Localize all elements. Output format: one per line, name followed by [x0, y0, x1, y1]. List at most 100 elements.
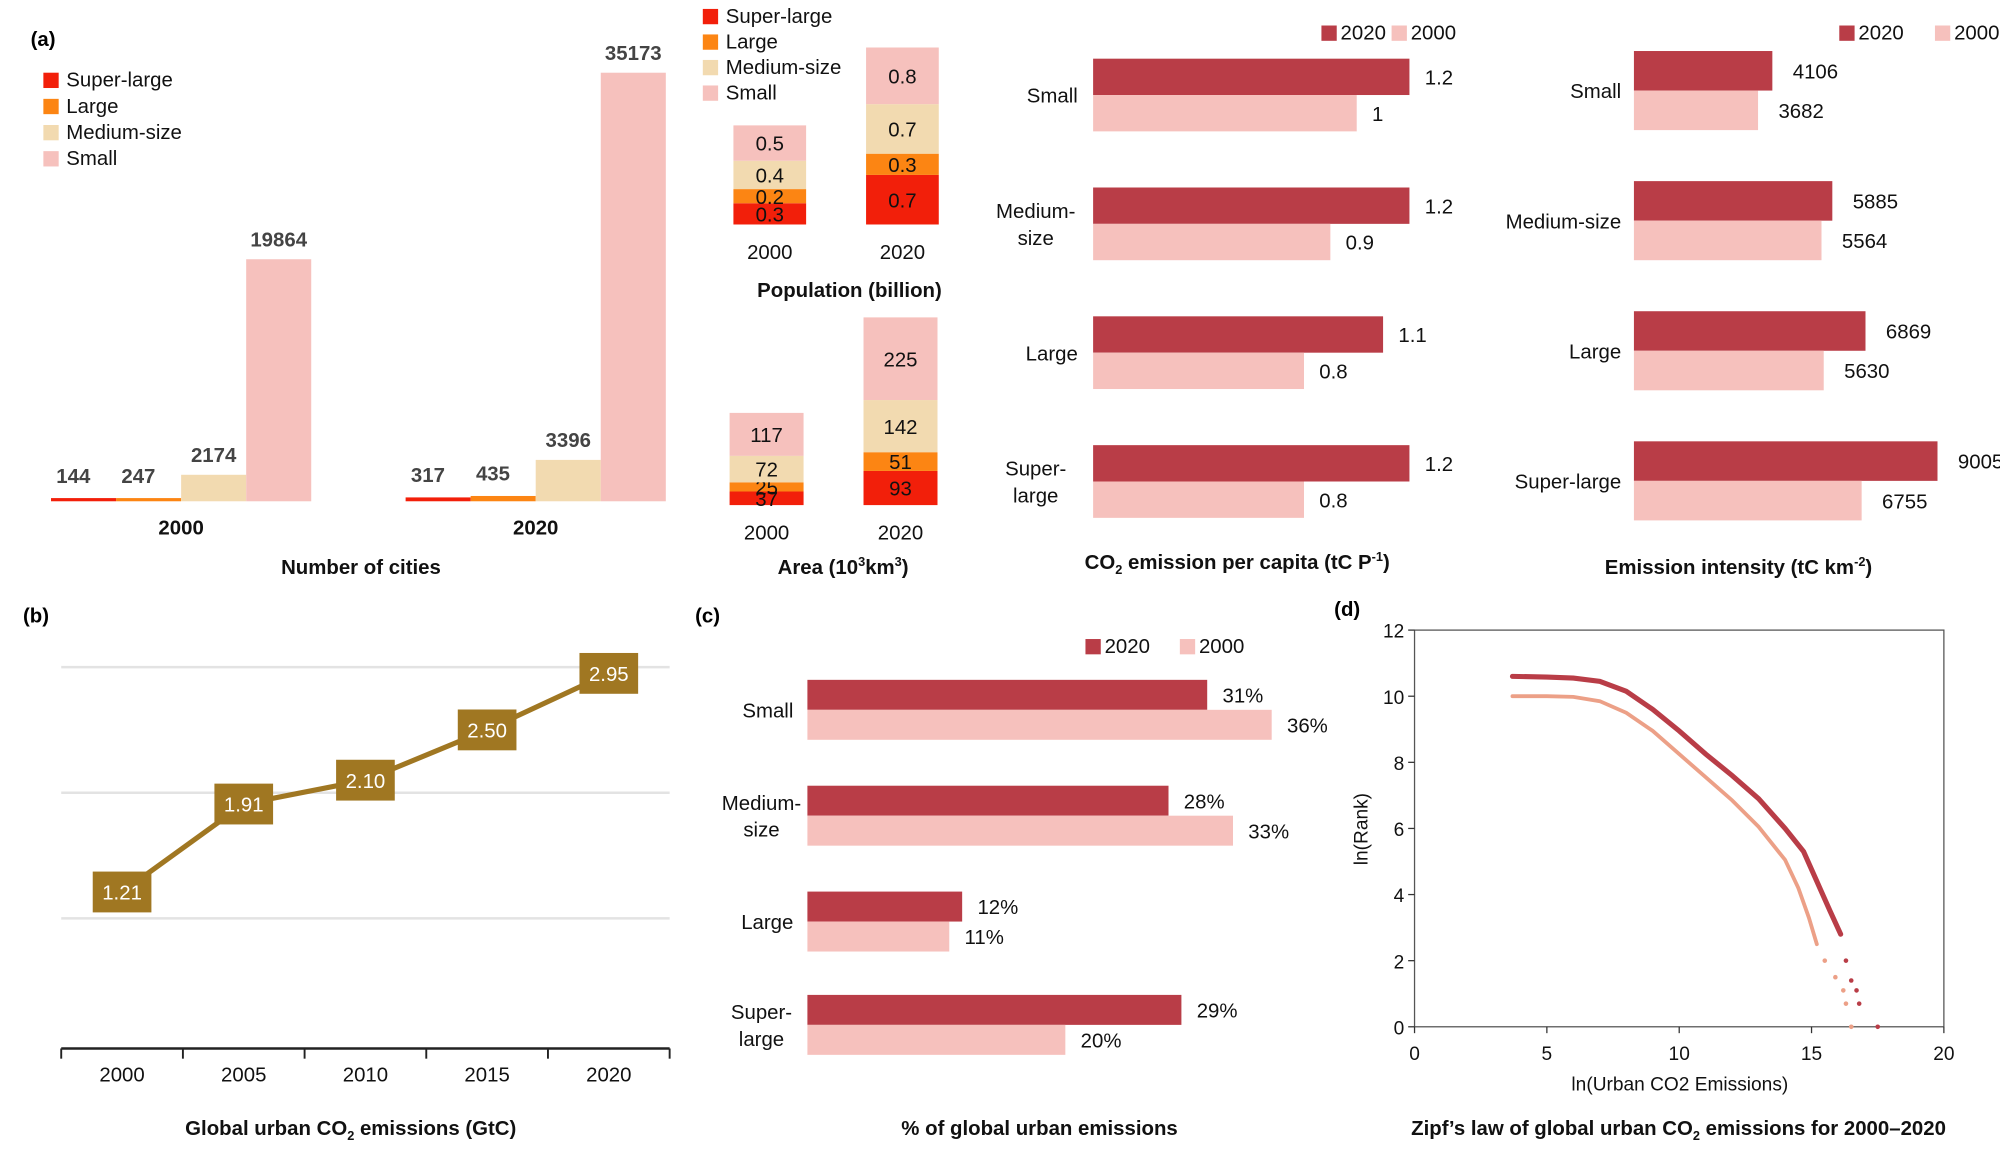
value-label-small-2020: 35173	[605, 43, 662, 65]
legend-label-medium-size: Medium-size	[66, 122, 182, 144]
data-point-2000	[1822, 958, 1828, 963]
value-label-large-2020: 1.1	[1398, 325, 1426, 347]
segment-small-2000	[733, 125, 807, 161]
bar-super-large-2020	[405, 497, 471, 502]
bar-super-large-2020	[1633, 441, 1938, 481]
category-label-medium-size: Medium-	[996, 201, 1075, 223]
category-label-large: Large	[741, 912, 793, 934]
segment-super-large-2000	[729, 491, 804, 506]
chart-title-intensity: Emission intensity (tC km-2)	[1605, 554, 1872, 579]
bar-small-2000	[1633, 90, 1759, 131]
chart-share-of-emissions: 31% 36% Small 28% 33% Medium-size 12% 11% Large 2…	[722, 636, 1328, 1140]
x-tick-2020: 2020	[513, 517, 558, 539]
chart-population: Super-largeLargeMedium-sizeSmall0.30.20.…	[702, 6, 942, 302]
segment-label-large-2020: 51	[889, 452, 912, 474]
bar-small-2000	[1093, 95, 1357, 132]
value-label-small-2000: 19864	[250, 229, 307, 251]
segment-medium-size-2020	[866, 104, 939, 154]
bar-small-2000	[246, 259, 312, 502]
bar-super-large-2000	[807, 1024, 1066, 1055]
legend-label-2020: 2020	[1858, 23, 1903, 45]
legend-label-medium-size: Medium-size	[726, 57, 842, 79]
data-point-2020	[1848, 978, 1854, 983]
chart-title-population: Population (billion)	[757, 280, 942, 302]
legend-label-large: Large	[66, 96, 118, 118]
legend-label-super-large: Super-large	[66, 70, 173, 92]
data-label-2005: 1.91	[224, 795, 264, 817]
x-tick-2020: 2020	[880, 242, 925, 264]
legend-swatch-super-large	[43, 72, 59, 89]
legend-label-2000: 2000	[1411, 23, 1456, 45]
x-tick-label-10: 10	[1669, 1044, 1690, 1065]
value-label-super-large-2000: 144	[56, 466, 91, 488]
y-tick-label-12: 12	[1383, 622, 1404, 643]
value-label-large-2020: 435	[476, 464, 510, 486]
data-label-2000: 1.21	[102, 883, 142, 905]
category-label-super-large: large	[739, 1029, 784, 1051]
y-tick-label-2: 2	[1394, 952, 1405, 973]
panel-label-b: (b)	[23, 605, 49, 627]
chart-title-number-of-cities: Number of cities	[281, 557, 441, 579]
legend-swatch-2000	[1934, 25, 1951, 41]
segment-large-2020	[863, 452, 938, 471]
value-label-large-2000: 11%	[965, 927, 1004, 949]
x-tick-label-15: 15	[1801, 1044, 1822, 1065]
segment-label-large-2000: 25	[755, 478, 778, 500]
value-label-medium-size-2020: 28%	[1184, 791, 1225, 813]
legend-label-2000: 2000	[1954, 23, 1999, 45]
bar-medium-size-2020	[535, 459, 601, 502]
segment-label-super-large-2000: 0.3	[756, 205, 784, 227]
segment-medium-size-2000	[729, 455, 804, 483]
y-tick-label-6: 6	[1394, 820, 1405, 841]
legend-swatch-super-large	[702, 8, 719, 25]
y-tick-label-8: 8	[1394, 754, 1405, 775]
data-point-marker-2015	[457, 709, 517, 751]
legend-label-2000: 2000	[1199, 636, 1244, 658]
value-label-medium-size-2000: 2174	[191, 445, 237, 467]
category-label-medium-size: size	[743, 820, 779, 842]
category-label-large: Large	[1026, 343, 1078, 365]
chart-title-area: Area (103km3)	[778, 554, 909, 579]
bar-small-2000	[807, 709, 1272, 740]
y-tick-label-4: 4	[1394, 886, 1405, 907]
data-point-2020	[1875, 1024, 1881, 1030]
bar-medium-size-2020	[1633, 181, 1833, 221]
x-tick-2000: 2000	[747, 242, 792, 264]
legend-label-small: Small	[66, 148, 117, 170]
x-tick-2000: 2000	[158, 517, 203, 539]
bar-medium-size-2000	[807, 815, 1233, 846]
value-label-medium-size-2020: 3396	[546, 430, 591, 452]
legend-label-2020: 2020	[1341, 23, 1386, 45]
segment-small-2020	[863, 317, 938, 401]
value-label-large-2000: 247	[121, 466, 155, 488]
category-label-medium-size: Medium-size	[1506, 211, 1622, 233]
bar-large-2020	[1633, 311, 1866, 351]
x-tick-2020: 2020	[878, 523, 923, 545]
category-label-super-large: Super-	[1005, 459, 1066, 481]
category-label-small: Small	[742, 700, 793, 722]
x-tick-label-20: 20	[1933, 1044, 1954, 1065]
segment-label-medium-size-2000: 0.4	[756, 166, 784, 188]
plot-frame	[1413, 629, 1945, 1028]
segment-label-medium-size-2000: 72	[755, 460, 778, 482]
data-point-2020	[1856, 1001, 1862, 1006]
value-label-medium-size-2020: 1.2	[1425, 196, 1453, 218]
data-label-2015: 2.50	[467, 721, 507, 743]
chart-zipf: 0 5 10 15 20 0 2 4 6 8 10 12 ln(Urban CO2 Emissions)…	[1351, 622, 1954, 1144]
legend-label-2020: 2020	[1105, 636, 1150, 658]
value-label-small-2000: 36%	[1287, 715, 1328, 737]
segment-label-small-2020: 0.8	[888, 66, 916, 88]
x-tick-2015: 2015	[464, 1065, 509, 1087]
x-tick-2005: 2005	[221, 1065, 266, 1087]
segment-large-2000	[733, 189, 807, 204]
segment-label-large-2020: 0.3	[888, 155, 916, 177]
value-label-small-2000: 1	[1372, 104, 1383, 126]
chart-title-zipf: Zipf’s law of global urban CO2 emissions…	[1411, 1118, 1946, 1143]
segment-large-2020	[866, 153, 939, 175]
data-point-2020	[1843, 958, 1849, 963]
panel-label-d: (d)	[1334, 599, 1360, 621]
segment-label-super-large-2020: 0.7	[888, 190, 916, 212]
category-label-large: Large	[1569, 341, 1621, 363]
value-label-small-2020: 4106	[1793, 61, 1838, 83]
legend-label-large: Large	[726, 31, 778, 53]
